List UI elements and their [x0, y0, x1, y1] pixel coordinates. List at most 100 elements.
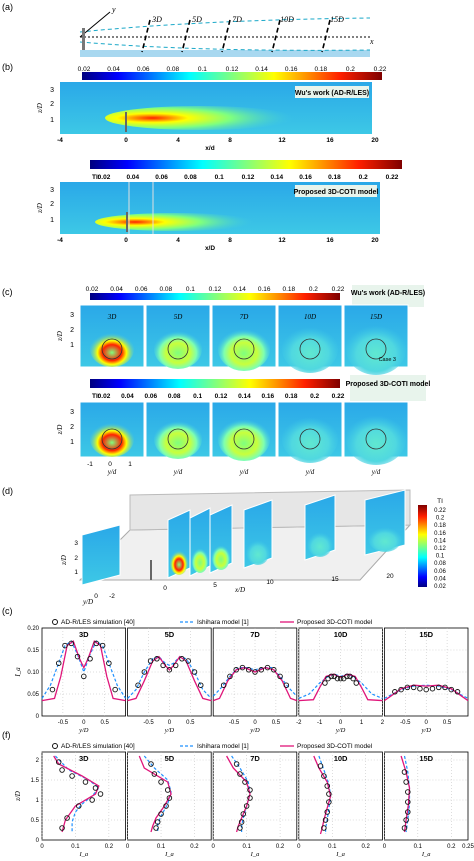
panel-d-label: (d)	[2, 486, 13, 496]
c-bot-ytick-3: 3	[70, 409, 74, 416]
c-top-title-text: Wu's work (AD-R/LES)	[351, 290, 425, 297]
c-bot-rotor-outline-15D	[365, 428, 387, 450]
c-bot-rotor-outline-5D	[167, 428, 189, 450]
e-les-point-7D-1	[227, 673, 233, 680]
e-les-point-15D-5	[423, 686, 429, 693]
c-top-cbar-tick-10: 0.22	[332, 286, 345, 293]
c-bot-xtick-0: -1	[87, 461, 93, 468]
c-bot-section-wake-5D	[154, 419, 202, 459]
b-top-xtick-1: 0	[124, 137, 128, 144]
panel-a: (a) y x 3D 5D 7D 10D 15D	[2, 2, 374, 57]
f-ytick-0: 0	[36, 838, 40, 844]
b-top-cbar-tick-8: 0.18	[314, 66, 327, 73]
e-les-point-5D-6	[172, 662, 179, 669]
f-les-point-3D-8	[64, 815, 70, 821]
d-colorbar	[418, 505, 427, 587]
c-bot-ytick-1: 1	[70, 439, 74, 446]
e-les-point-7D-3	[239, 664, 246, 671]
d-cbar-tick-4: 0.14	[434, 538, 446, 544]
f-plot-title-5D: 5D	[165, 754, 175, 763]
e-plot-5D: 5D -0.5 0 0.5 y/D	[127, 627, 212, 734]
b-top-ylabel: z/D	[36, 103, 44, 114]
e-les-point-15D-2	[404, 684, 411, 691]
e-xtick-10D-1: -1	[317, 720, 323, 726]
d-slice-0	[81, 524, 121, 586]
e-xlabel-7D: y/D	[249, 727, 260, 734]
f-les-point-7D-3	[247, 787, 253, 793]
b-bot-xtick-6: 20	[371, 237, 379, 244]
e-xtick-10D-0: -2	[296, 720, 302, 726]
e-les-point-7D-8	[271, 667, 277, 673]
f-xlabel-5D: I_a	[164, 851, 174, 858]
d-cbar-label: TI	[437, 498, 443, 505]
d-xlabel: x/D	[234, 586, 245, 594]
e-les-point-10D-10	[353, 680, 360, 686]
c-bot-section-wake-10D	[282, 415, 338, 463]
e-xlabel-15D: y/D	[421, 727, 432, 734]
f-xtick-7D-2: 0.2	[276, 844, 285, 850]
e-legend-coti: Proposed 3D-COTI model	[297, 619, 373, 626]
e-xtick-10D-3: 1	[360, 720, 364, 726]
e-les-point-5D-3	[154, 656, 160, 662]
c-top-row: 3D 5D 7D 10D 15D Case 3 3 2 1 z/D	[56, 304, 409, 375]
e-ytick-1: 0.05	[27, 692, 39, 698]
e-plot-title-10D: 10D	[334, 630, 348, 639]
f-les-point-7D-2	[242, 779, 248, 785]
d-ztick-3: 3	[74, 540, 78, 547]
c-top-section-wake-7D	[218, 327, 270, 371]
c-top-cbar-tick-7: 0.16	[258, 286, 271, 293]
e-xtick-5D-0: -0.5	[143, 720, 154, 726]
station-line-5D	[181, 19, 191, 53]
e-les-point-3D-4	[74, 653, 81, 660]
c-top-section-wake-10D	[282, 325, 338, 373]
c-bot-ylabel: z/D	[56, 425, 64, 436]
e-les-point-7D-4	[245, 667, 252, 673]
b-bot-xtick-0: -4	[57, 237, 63, 244]
c-bottom-row: -1 0 1 y/d y/d y/d y/d y/d 3 2 1 z/D	[56, 401, 409, 476]
e-les-point-10D-2	[328, 673, 334, 680]
c-top-cbar-tick-4: 0.1	[186, 286, 195, 293]
b-bot-cbar-tick-7: 0.16	[299, 174, 312, 181]
e-plot-title-7D: 7D	[250, 630, 260, 639]
e-xtick-3D-1: 0	[82, 720, 86, 726]
f-les-point-3D-5	[97, 791, 104, 797]
e-les-point-10D-9	[350, 675, 356, 682]
b-bot-cbar-label: TI:	[92, 174, 100, 181]
c-bot-cbar-tick-4: 0.1	[193, 393, 202, 400]
b-bot-xtick-5: 16	[326, 237, 334, 244]
d-axes: 0.22 0.20.18 0.160.14 0.12 0.10.08 0.060.04 0.…	[60, 498, 446, 606]
e-coti-line-3D	[41, 640, 126, 702]
wake-upper-boundary	[79, 17, 371, 33]
d-zlabel: z/D	[60, 555, 68, 566]
b-top-wake	[105, 106, 295, 130]
axis-x-label: x	[369, 37, 374, 46]
f-les-point-7D-7	[238, 819, 245, 825]
b-bot-cbar-tick-9: 0.2	[359, 174, 368, 181]
f-xtick-3D-0: 0	[40, 844, 44, 850]
b-bot-cbar-tick-10: 0.22	[386, 174, 399, 181]
b-top-cbar-tick-3: 0.08	[166, 66, 179, 73]
e-coti-line-5D	[127, 655, 212, 702]
d-slice-wake-2	[191, 547, 209, 573]
station-line-10D	[271, 19, 281, 53]
c-top-station-label-7D: 7D	[240, 313, 249, 321]
e-legend-ishihara: Ishihara model [1]	[197, 619, 249, 626]
turbine-icon	[82, 28, 85, 50]
f-les-point-7D-5	[243, 803, 250, 809]
b-bot-cbar-tick-6: 0.14	[270, 174, 283, 181]
d-cbar-tick-2: 0.18	[434, 523, 446, 529]
c-bot-cbar-tick-0: 0.02	[98, 393, 111, 400]
e-les-point-3D-10	[112, 686, 118, 693]
e-les-point-5D-8	[185, 658, 191, 664]
d-ytick-0: 0	[94, 593, 98, 600]
e-les-point-5D-2	[147, 658, 154, 664]
b-top-cbar-tick-1: 0.04	[107, 66, 120, 73]
c-bot-cbar-tick-9: 0.2	[310, 393, 319, 400]
f-ytick-2: 1	[36, 798, 40, 804]
f-les-point-3D-2	[69, 773, 75, 779]
b-bot-ytick-1: 1	[50, 217, 54, 224]
f-legend-les-marker	[52, 743, 58, 749]
c-top-ytick-3: 3	[70, 312, 74, 319]
c-top-colorbar-ticks: 0.02 0.04 0.06 0.08 0.1 0.12 0.14 0.16 0.18 0.2 0.…	[86, 286, 345, 293]
b-top-xlabel: x/d	[205, 145, 214, 152]
